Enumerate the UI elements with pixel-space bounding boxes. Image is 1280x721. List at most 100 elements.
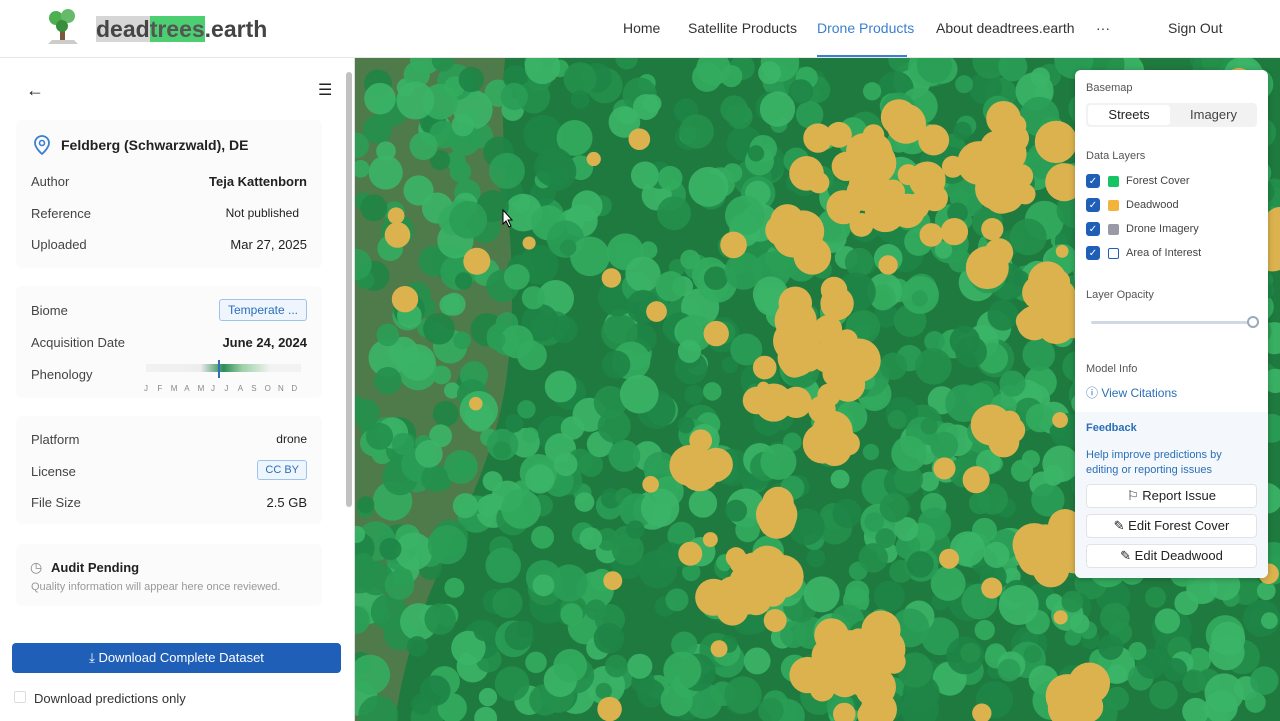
tree-crown [1244, 691, 1266, 713]
tree-crown [1099, 602, 1130, 633]
tree-crown [1098, 634, 1124, 660]
sidebar: ← ☰ Feldberg (Schwarzwald), DE Author Tej… [0, 58, 355, 721]
month: N [278, 384, 284, 393]
tree-crown [563, 62, 597, 96]
tree-crown [1250, 666, 1279, 695]
phenology-row: Phenology [31, 367, 307, 382]
deadwood [832, 702, 856, 721]
deadwood [391, 286, 419, 313]
label: Acquisition Date [31, 335, 125, 350]
download-button[interactable]: ⤓ Download Complete Dataset [12, 643, 341, 673]
tree-crown [627, 653, 653, 679]
nav-link[interactable]: Satellite Products [688, 20, 797, 36]
label: Phenology [31, 367, 93, 382]
deadwood [885, 103, 926, 144]
citations-link[interactable]: ⓘ View Citations [1086, 386, 1178, 400]
tree-crown [1064, 629, 1082, 646]
deadwood [1053, 610, 1068, 625]
opacity-slider[interactable] [1091, 321, 1251, 324]
tree-crown [795, 100, 824, 129]
deadwood [710, 640, 728, 658]
deadwood [522, 236, 536, 250]
download-label: Download Complete Dataset [98, 650, 264, 665]
deadwood [742, 386, 771, 415]
tree-crown [585, 599, 607, 621]
tree-crown [427, 525, 467, 565]
audit-card: ◷ Audit Pending Quality information will… [16, 544, 322, 606]
tree-crown [864, 512, 885, 532]
tree-crown [604, 654, 628, 678]
tree-crown [553, 452, 578, 477]
menu-button[interactable]: ☰ [318, 82, 333, 99]
deadwood [817, 432, 852, 466]
nav-link[interactable]: Home [623, 20, 661, 36]
month: J [144, 384, 148, 393]
biome-tag[interactable]: Temperate ... [218, 299, 307, 321]
tree-crown [504, 621, 534, 651]
tree-crown [915, 348, 952, 385]
tree-crown [949, 325, 980, 356]
tree-crown [432, 400, 459, 427]
tree-crown [720, 65, 743, 88]
tree-crown [360, 194, 388, 222]
tree-crown [454, 272, 473, 290]
tree-crown [553, 648, 588, 683]
scrollbar[interactable] [345, 60, 353, 625]
tree-crown [556, 119, 593, 156]
checkbox[interactable] [14, 691, 26, 703]
nav-link[interactable]: Drone Products [817, 20, 915, 36]
edit-forest-button[interactable]: ✎ Edit Forest Cover [1086, 514, 1257, 538]
tree-crown [679, 114, 714, 149]
tree-crown [406, 636, 428, 657]
tree-crown [724, 252, 763, 290]
deadwood [703, 320, 729, 347]
logo-part: trees [149, 16, 205, 42]
section-title: Data Layers [1086, 150, 1146, 162]
tree-crown [489, 152, 525, 189]
slider-handle[interactable] [1247, 316, 1259, 328]
tree-crown [626, 520, 645, 539]
layer-checkbox[interactable]: ✓ [1086, 246, 1100, 260]
deadwood [603, 571, 623, 591]
tree-crown [560, 239, 577, 256]
tree-crown [987, 299, 1019, 331]
deadwood [384, 222, 411, 248]
tree-crown [421, 464, 449, 492]
value: Not published [225, 206, 299, 220]
audit-title: Audit Pending [51, 560, 140, 575]
layer-checkbox[interactable]: ✓ [1086, 174, 1100, 188]
logo[interactable]: deadtrees.earth [96, 16, 267, 43]
tree-crown [449, 200, 488, 239]
nav-link[interactable]: About deadtrees.earth [936, 20, 1075, 36]
deadwood [861, 610, 901, 650]
deadwood [758, 501, 796, 539]
tree-crown [451, 113, 475, 137]
basemap-option[interactable]: Imagery [1190, 107, 1237, 122]
layer-swatch [1108, 200, 1119, 211]
back-button[interactable]: ← [26, 80, 44, 100]
tree-crown [403, 175, 434, 206]
layer-checkbox[interactable]: ✓ [1086, 198, 1100, 212]
report-button[interactable]: ⚐ Report Issue [1086, 484, 1257, 508]
nav-more[interactable]: ··· [1096, 20, 1110, 36]
layer-checkbox[interactable]: ✓ [1086, 222, 1100, 236]
deadwood [903, 193, 930, 220]
tree-crown [983, 541, 1010, 568]
tree-crown [1031, 483, 1065, 517]
tree-crown [911, 290, 928, 307]
tree-crown [619, 374, 659, 414]
tree-crown [803, 576, 840, 613]
tree-crown [1211, 621, 1246, 656]
tree-crown [758, 61, 782, 85]
basemap-option[interactable]: Streets [1088, 105, 1170, 125]
tree-crown [453, 457, 474, 477]
tree-crown [930, 431, 959, 460]
edit-deadwood-button[interactable]: ✎ Edit Deadwood [1086, 544, 1257, 568]
label: License [31, 464, 76, 479]
tree-crown [968, 492, 992, 515]
sign-out[interactable]: Sign Out [1168, 20, 1223, 36]
tree-crown [879, 352, 908, 380]
deadwood [763, 608, 787, 632]
deadwood [778, 286, 813, 320]
tree-crown [524, 58, 561, 85]
